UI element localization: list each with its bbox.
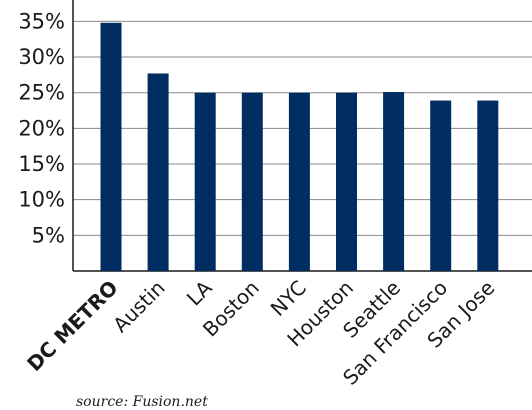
x-category-label: DC METRO (22, 276, 122, 376)
bar (430, 100, 452, 271)
y-tick-label: 25% (18, 81, 65, 105)
y-tick-label: 30% (18, 45, 65, 69)
x-category-label: LA (182, 275, 217, 310)
bar (194, 92, 216, 271)
y-tick-label: 20% (18, 116, 65, 140)
bars (100, 22, 499, 272)
y-tick-label: 5% (32, 223, 65, 247)
bar (383, 91, 405, 271)
source-note: source: Fusion.net (76, 394, 208, 410)
y-tick-label: 35% (18, 9, 65, 33)
bar (336, 92, 357, 271)
y-tick-label: 15% (18, 152, 65, 176)
bar (288, 92, 310, 271)
y-tick-label: 10% (18, 188, 65, 212)
bar (147, 73, 169, 271)
bar (100, 22, 122, 272)
x-category-label: Austin (108, 276, 169, 337)
bar (241, 92, 263, 271)
y-axis-tick-labels: 5% 10% 15% 20% 25% 30% 35% (18, 9, 65, 247)
bar (477, 100, 499, 271)
